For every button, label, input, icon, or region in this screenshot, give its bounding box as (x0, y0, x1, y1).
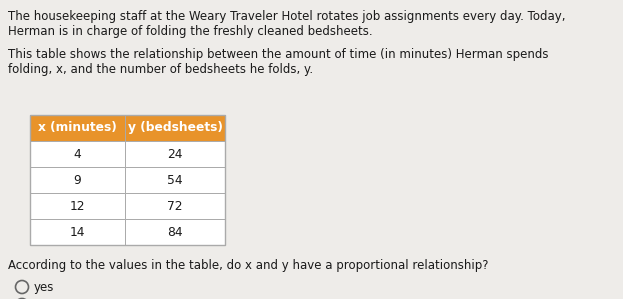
Text: 12: 12 (70, 199, 85, 213)
Bar (125, 167, 225, 193)
Bar (125, 219, 225, 245)
Bar (30, 141, 125, 167)
Text: 72: 72 (167, 199, 183, 213)
Text: y (bedsheets): y (bedsheets) (128, 121, 222, 135)
Bar (30, 167, 125, 193)
Text: 54: 54 (167, 173, 183, 187)
Bar (30, 115, 125, 141)
Text: 4: 4 (74, 147, 82, 161)
Text: 14: 14 (70, 225, 85, 239)
Text: yes: yes (34, 281, 54, 294)
Bar (125, 193, 225, 219)
Bar (30, 219, 125, 245)
Text: This table shows the relationship between the amount of time (in minutes) Herman: This table shows the relationship betwee… (8, 48, 548, 61)
Text: The housekeeping staff at the Weary Traveler Hotel rotates job assignments every: The housekeeping staff at the Weary Trav… (8, 10, 566, 23)
Bar (125, 141, 225, 167)
Text: According to the values in the table, do x and y have a proportional relationshi: According to the values in the table, do… (8, 259, 488, 272)
Text: 84: 84 (167, 225, 183, 239)
Text: x (minutes): x (minutes) (38, 121, 117, 135)
Bar (30, 193, 125, 219)
Bar (125, 115, 225, 141)
Text: folding, x, and the number of bedsheets he folds, y.: folding, x, and the number of bedsheets … (8, 63, 313, 76)
Bar (30, 115, 225, 245)
Text: 9: 9 (74, 173, 82, 187)
Text: Herman is in charge of folding the freshly cleaned bedsheets.: Herman is in charge of folding the fresh… (8, 25, 373, 38)
Text: 24: 24 (167, 147, 183, 161)
